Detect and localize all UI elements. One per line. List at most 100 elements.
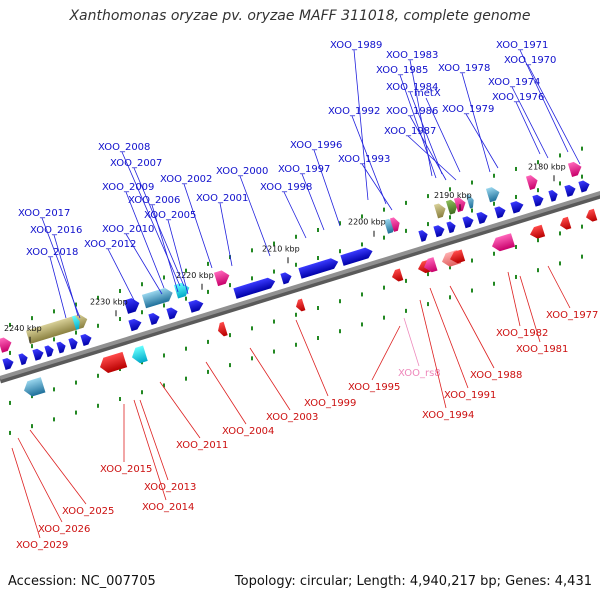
ruler-label: 2220 kbp bbox=[176, 271, 214, 280]
reverse-gene-11 bbox=[560, 216, 572, 230]
leader-line-xoo_rs8 bbox=[403, 317, 420, 367]
leader-line-xoo_1989 bbox=[353, 49, 369, 201]
gene-label-xoo_2018: XOO_2018 bbox=[26, 247, 78, 258]
gene-label-xoo_1982: XOO_1982 bbox=[496, 328, 548, 339]
feature-block-6-shape bbox=[173, 282, 190, 299]
forward-gene-22 bbox=[510, 201, 524, 214]
gene-label-xoo_2001: XOO_2001 bbox=[196, 193, 248, 204]
leader-line-xoo_2001 bbox=[219, 202, 233, 267]
gene-label-xoo_2011: XOO_2011 bbox=[176, 440, 228, 451]
reverse-gene-9 bbox=[492, 233, 516, 252]
leader-line-xoo_1986 bbox=[409, 115, 447, 181]
reverse-gene-11-shape bbox=[560, 216, 572, 230]
gene-label-xoo_2004: XOO_2004 bbox=[222, 426, 274, 437]
forward-gene-19 bbox=[462, 216, 474, 229]
gene-label-xoo_1995: XOO_1995 bbox=[348, 382, 400, 393]
reverse-gene-2 bbox=[132, 345, 148, 364]
reverse-gene-12-shape bbox=[586, 208, 598, 222]
upper-outer-track bbox=[9, 146, 583, 327]
ruler-label: 2210 kbp bbox=[262, 244, 300, 253]
gene-label-xoo_1991: XOO_1991 bbox=[444, 390, 496, 401]
gene-label-xoo_1999: XOO_1999 bbox=[304, 398, 356, 409]
forward-gene-18-shape bbox=[446, 221, 456, 234]
forward-gene-12 bbox=[233, 277, 276, 299]
forward-gene-5-shape bbox=[56, 341, 66, 354]
leader-line-xoo_1976 bbox=[515, 101, 541, 155]
forward-gene-16-shape bbox=[418, 230, 428, 242]
gene-label-xoo_1984: XOO_1984 bbox=[386, 82, 438, 93]
gene-label-xoo_1986: XOO_1986 bbox=[386, 106, 438, 117]
feature-block-14 bbox=[485, 187, 500, 203]
gene-label-xoo_2009: XOO_2009 bbox=[102, 182, 154, 193]
gene-label-xoo_1993: XOO_1993 bbox=[338, 154, 390, 165]
gene-label-xoo_1988: XOO_1988 bbox=[470, 370, 522, 381]
forward-gene-17-shape bbox=[433, 225, 445, 238]
gene-label-xoo_1998: XOO_1998 bbox=[260, 182, 312, 193]
forward-gene-8 bbox=[128, 318, 142, 332]
leader-line-xoo_2014 bbox=[133, 399, 167, 501]
feature-block-16 bbox=[567, 161, 582, 178]
leader-line-xoo_2011 bbox=[159, 381, 201, 439]
leader-line-xoo_2016 bbox=[53, 234, 79, 317]
forward-gene-17 bbox=[433, 225, 445, 238]
leader-line-xoo_2008 bbox=[121, 151, 181, 287]
gene-label-xoo_1996: XOO_1996 bbox=[290, 140, 342, 151]
leader-line-xoo_1995 bbox=[371, 325, 401, 381]
ruler-label: 2200 kbp bbox=[348, 218, 386, 227]
leader-line-xoo_2012 bbox=[107, 248, 137, 305]
feature-block-11 bbox=[445, 199, 458, 215]
reverse-gene-3 bbox=[218, 321, 228, 337]
leader-line-xoo_2009 bbox=[125, 191, 165, 289]
feature-block-3 bbox=[71, 315, 80, 330]
forward-gene-25-shape bbox=[564, 184, 576, 197]
leader-line-metx bbox=[425, 97, 461, 173]
lower-outer-track bbox=[9, 254, 583, 435]
gene-label-xoo_1983: XOO_1983 bbox=[386, 50, 438, 61]
feature-block-9-shape bbox=[389, 217, 400, 232]
gene-label-xoo_2000: XOO_2000 bbox=[216, 166, 268, 177]
reverse-gene-5 bbox=[392, 268, 404, 282]
leader-line-xoo_2018 bbox=[49, 256, 67, 319]
gene-label-xoo_1974: XOO_1974 bbox=[488, 77, 540, 88]
feature-block-2 bbox=[25, 314, 88, 345]
leader-line-xoo_1974 bbox=[511, 86, 549, 159]
leader-line-xoo_2003 bbox=[249, 347, 291, 411]
reverse-gene-1-shape bbox=[100, 351, 128, 374]
gene-label-xoo_2008: XOO_2008 bbox=[98, 142, 150, 153]
gene-label-xoo_2025: XOO_2025 bbox=[62, 506, 114, 517]
leader-line-xoo_2004 bbox=[205, 361, 247, 425]
leader-line-xoo_1977 bbox=[547, 265, 571, 309]
forward-gene-11 bbox=[188, 299, 204, 313]
forward-gene-11-shape bbox=[188, 299, 204, 313]
feature-block-7 bbox=[213, 270, 230, 287]
feature-block-5 bbox=[141, 287, 173, 309]
leader-line-xoo_1970 bbox=[527, 64, 581, 165]
gene-label-xoo_1978: XOO_1978 bbox=[438, 63, 490, 74]
reverse-gene-2-shape bbox=[132, 345, 148, 364]
feature-block-13 bbox=[465, 194, 474, 209]
feature-block-9 bbox=[389, 217, 400, 232]
forward-gene-23 bbox=[532, 194, 544, 207]
forward-gene-7 bbox=[80, 333, 92, 346]
feature-block-14-shape bbox=[485, 187, 500, 203]
map-title: Xanthomonas oryzae pv. oryzae MAFF 31101… bbox=[69, 8, 531, 24]
leader-line-xoo_2029 bbox=[11, 447, 41, 539]
gene-label-xoo_1987: XOO_1987 bbox=[384, 126, 436, 137]
leader-line-xoo_1985 bbox=[399, 74, 437, 179]
gene-label-xoo_1971: XOO_1971 bbox=[496, 40, 548, 51]
leader-line-xoo_1988 bbox=[449, 285, 495, 369]
forward-gene-1-shape bbox=[2, 358, 14, 371]
forward-gene-6-shape bbox=[68, 337, 78, 350]
gene-label-xoo_1977: XOO_1977 bbox=[546, 310, 598, 321]
gene-label-xoo_2002: XOO_2002 bbox=[160, 174, 212, 185]
forward-gene-16 bbox=[418, 230, 428, 242]
reverse-gene-12 bbox=[586, 208, 598, 222]
forward-gene-7-shape bbox=[80, 333, 92, 346]
reverse-gene-13-shape bbox=[24, 377, 46, 397]
feature-block-1-shape bbox=[0, 337, 12, 353]
reverse-gene-10 bbox=[530, 224, 546, 239]
forward-gene-10 bbox=[166, 307, 178, 320]
leader-line-xoo_1978 bbox=[461, 72, 491, 173]
ruler-label: 2190 kbp bbox=[434, 191, 472, 200]
gene-label-xoo_2016: XOO_2016 bbox=[30, 225, 82, 236]
